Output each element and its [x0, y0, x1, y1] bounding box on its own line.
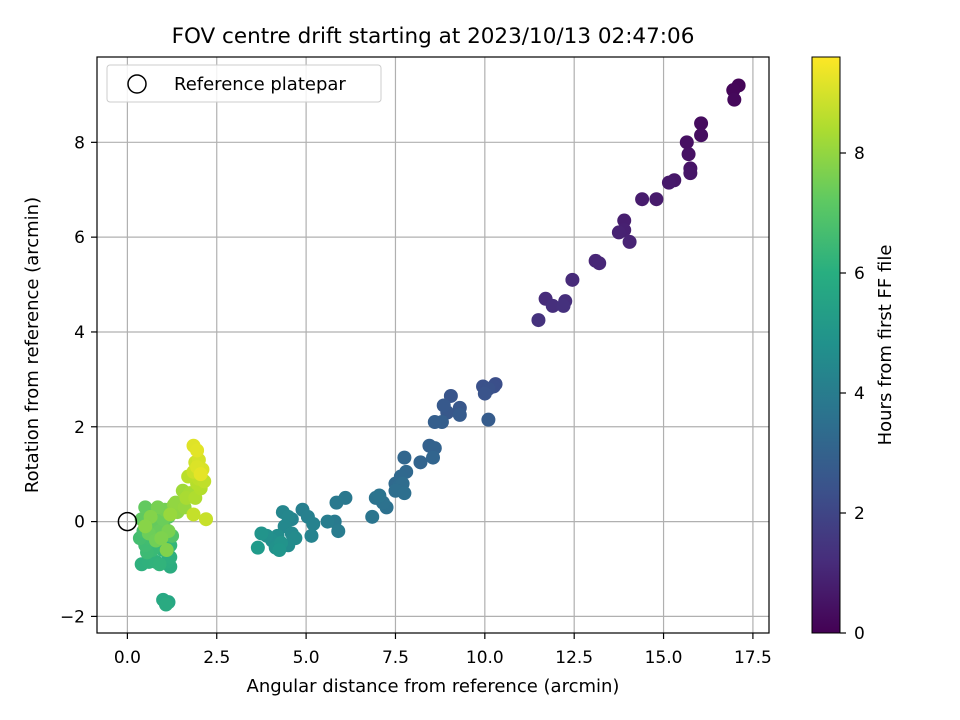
data-point: [436, 398, 451, 413]
legend-reference-marker: [127, 74, 147, 94]
data-point: [661, 175, 676, 190]
x-tick-label: 7.5: [382, 648, 409, 668]
data-point: [611, 225, 626, 240]
colorbar-gradient: [811, 56, 841, 634]
colorbar-tick-label: 4: [854, 384, 865, 404]
colorbar-tick-label: 6: [854, 264, 865, 284]
data-point: [427, 415, 442, 430]
x-tick-label: 17.5: [734, 648, 772, 668]
data-point: [443, 388, 458, 403]
x-axis-ticks: 0.0 2.5 5.0 7.5 10.0 12.5 15.0 17.5: [114, 633, 772, 668]
colorbar: 0 2 4 6 8 Hours from first FF file: [811, 56, 896, 644]
data-point: [694, 128, 709, 143]
x-tick-label: 15.0: [645, 648, 683, 668]
data-point: [250, 540, 265, 555]
data-point: [186, 507, 201, 522]
data-point: [397, 450, 412, 465]
data-point: [481, 412, 496, 427]
y-tick-label: 0: [74, 513, 85, 533]
y-tick-label: 6: [74, 228, 85, 248]
data-point: [163, 507, 178, 522]
y-tick-label: 4: [74, 323, 85, 343]
data-point: [397, 486, 412, 501]
data-point: [694, 116, 709, 131]
data-point: [329, 495, 344, 510]
data-point: [320, 514, 335, 529]
data-point: [545, 298, 560, 313]
colorbar-tick-label: 2: [854, 504, 865, 524]
data-point: [426, 450, 440, 465]
colorbar-ticks: 0 2 4 6 8: [840, 144, 865, 644]
y-axis-ticks: −2 0 2 4 6 8: [60, 133, 97, 627]
data-point: [152, 557, 167, 572]
x-tick-label: 0.0: [114, 648, 141, 668]
data-point: [331, 524, 346, 539]
data-point: [154, 531, 169, 546]
data-point: [452, 407, 467, 422]
data-point: [272, 543, 287, 558]
colorbar-tick-label: 0: [854, 624, 865, 644]
data-point: [727, 92, 742, 107]
data-point: [531, 313, 546, 328]
plot-area: [97, 57, 769, 633]
data-point: [372, 488, 387, 503]
data-point: [193, 467, 208, 482]
reference-platepar-marker: [117, 511, 138, 532]
data-point: [679, 135, 694, 150]
data-point: [159, 543, 174, 558]
data-point: [565, 272, 580, 287]
data-point: [556, 298, 571, 313]
y-axis-label: Rotation from reference (arcmin): [22, 197, 43, 493]
data-point: [592, 256, 607, 271]
chart-title: FOV centre drift starting at 2023/10/13 …: [172, 24, 695, 49]
data-point: [635, 192, 650, 207]
colorbar-tick-label: 8: [854, 144, 865, 164]
legend-box: [106, 64, 382, 103]
data-point: [365, 509, 380, 524]
x-tick-label: 12.5: [555, 648, 593, 668]
x-tick-label: 2.5: [203, 648, 230, 668]
data-point: [190, 443, 205, 458]
data-points: [132, 78, 746, 612]
data-point: [199, 512, 214, 527]
x-tick-label: 10.0: [466, 648, 504, 668]
grid: [97, 57, 769, 633]
data-point: [306, 516, 321, 531]
x-tick-label: 5.0: [293, 648, 320, 668]
legend-entry-reference-platepar: Reference platepar: [174, 74, 346, 95]
plot-frame: [96, 56, 770, 634]
colorbar-label: Hours from first FF file: [875, 245, 896, 446]
data-point: [413, 455, 428, 470]
data-point: [683, 166, 698, 181]
data-point: [622, 234, 637, 249]
data-point: [254, 526, 269, 541]
data-point: [649, 192, 664, 207]
y-tick-label: 8: [74, 133, 85, 153]
y-tick-label: −2: [60, 607, 85, 627]
data-point: [158, 597, 173, 612]
x-axis-label: Angular distance from reference (arcmin): [247, 676, 620, 697]
y-tick-label: 2: [74, 418, 85, 438]
data-point: [681, 147, 696, 162]
data-point: [150, 500, 165, 515]
data-point: [477, 386, 492, 401]
data-point: [304, 528, 319, 543]
data-point: [138, 519, 153, 534]
legend: Reference platepar: [106, 64, 382, 103]
